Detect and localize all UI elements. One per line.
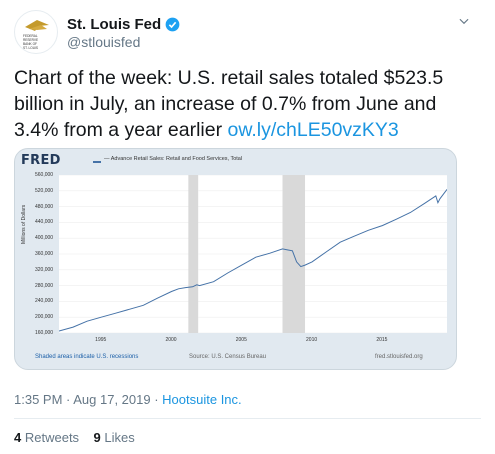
likes-stat[interactable]: 9 Likes (94, 430, 135, 445)
chart-svg (59, 175, 447, 333)
y-tick-label: 280,000 (35, 282, 54, 289)
x-tick-label: 2010 (306, 337, 318, 343)
y-tick-label: 200,000 (35, 314, 54, 321)
display-name[interactable]: St. Louis Fed (67, 16, 162, 33)
y-tick-label: 560,000 (35, 172, 54, 178)
chevron-down-icon[interactable] (457, 14, 471, 28)
recession-band (188, 175, 199, 333)
x-tick-label: 2000 (165, 337, 177, 343)
y-tick-label: 360,000 (35, 251, 54, 257)
recession-note: Shaded areas indicate U.S. recessions (35, 354, 139, 360)
tweet-timestamp[interactable]: 1:35 PM · Aug 17, 2019 · (14, 392, 163, 407)
eagle-logo-icon: FEDERAL RESERVE BANK OF ST. LOUIS (23, 20, 49, 50)
tweet-stats: 4 Retweets 9 Likes (14, 430, 135, 445)
y-tick-label: 440,000 (35, 219, 54, 226)
chart-source: Source: U.S. Census Bureau (189, 354, 267, 360)
tweet-text: Chart of the week: U.S. retail sales tot… (14, 65, 484, 143)
divider (14, 418, 481, 419)
retweets-stat[interactable]: 4 Retweets (14, 430, 79, 445)
y-tick-label: 320,000 (35, 266, 54, 273)
legend-line-swatch (93, 161, 101, 163)
series-line (59, 189, 447, 332)
chart-image-card[interactable]: FRED — Advance Retail Sales: Retail and … (14, 148, 457, 370)
avatar-line: FEDERAL (23, 34, 38, 38)
plot-area (59, 175, 447, 333)
avatar-line: BANK OF (23, 42, 37, 46)
tweet-source[interactable]: Hootsuite Inc. (162, 392, 242, 407)
chart-title: — Advance Retail Sales: Retail and Food … (104, 156, 243, 162)
avatar-line: RESERVE (23, 38, 38, 42)
x-tick-label: 2015 (376, 337, 388, 343)
x-tick-label: 1995 (95, 337, 107, 343)
tweet-meta: 1:35 PM · Aug 17, 2019 · Hootsuite Inc. (14, 392, 242, 407)
tweet-link[interactable]: ow.ly/chLE50vzKY3 (227, 119, 399, 141)
likes-count: 9 (93, 430, 101, 445)
y-axis-label: Millions of Dollars (21, 204, 27, 244)
retweets-count: 4 (14, 430, 22, 445)
y-tick-label: 400,000 (35, 235, 54, 242)
tweet-body: Chart of the week: U.S. retail sales tot… (14, 67, 444, 141)
y-tick-label: 160,000 (35, 330, 54, 336)
y-tick-label: 520,000 (35, 187, 54, 194)
chart-site: fred.stlouisfed.org (375, 354, 423, 360)
fred-logo: FRED (21, 153, 61, 168)
avatar-line: ST. LOUIS (23, 46, 38, 50)
retweets-label: Retweets (24, 430, 80, 445)
x-tick-label: 2005 (235, 337, 247, 343)
y-tick-label: 480,000 (35, 203, 54, 210)
handle[interactable]: @stlouisfed (67, 34, 141, 50)
likes-label: Likes (104, 430, 135, 445)
avatar[interactable]: FEDERAL RESERVE BANK OF ST. LOUIS (14, 10, 58, 54)
verified-badge-icon (165, 17, 180, 32)
y-tick-label: 240,000 (35, 298, 54, 305)
author-name-row[interactable]: St. Louis Fed (67, 16, 180, 33)
